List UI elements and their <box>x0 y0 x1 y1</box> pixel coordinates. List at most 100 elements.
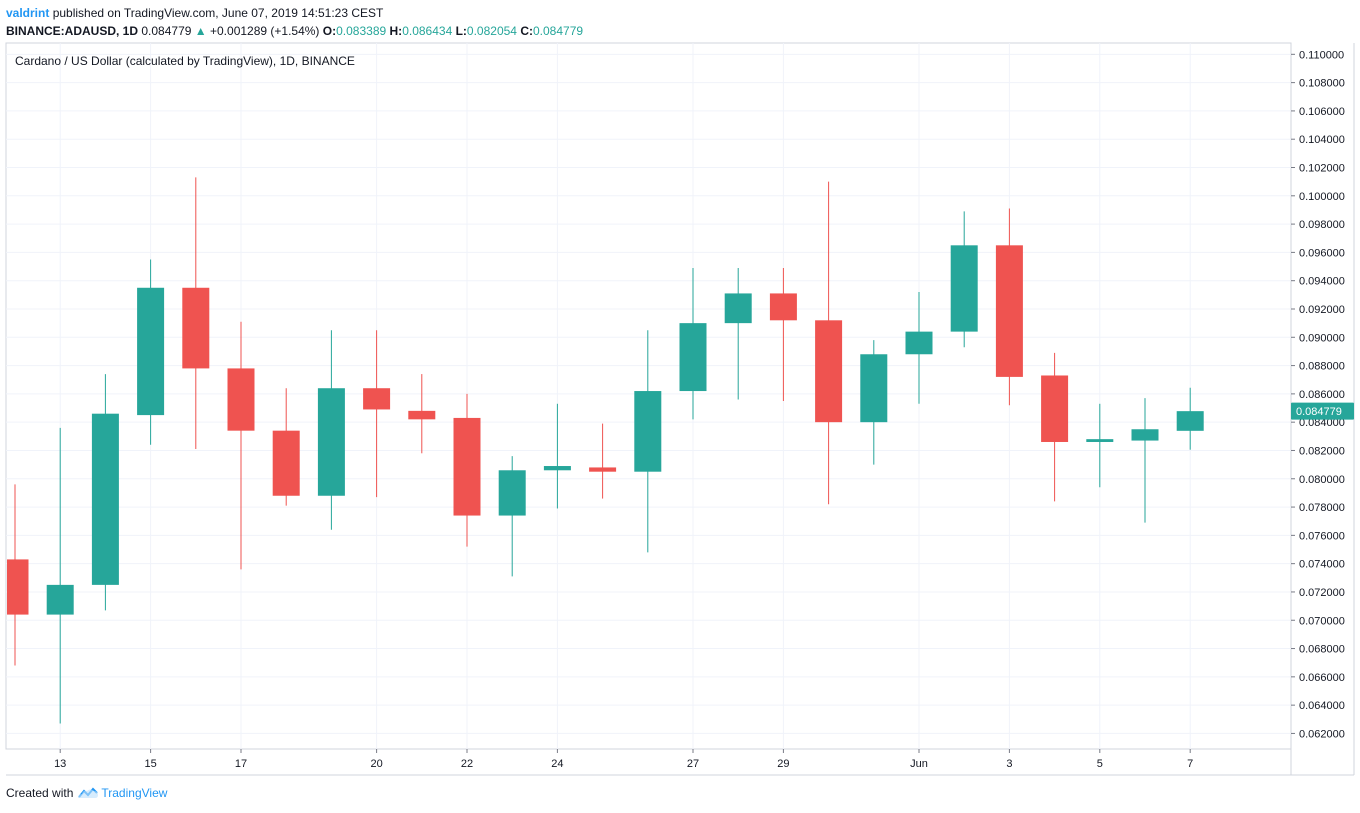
candle <box>363 330 391 498</box>
candle-body <box>1176 411 1204 431</box>
candle-body <box>1041 375 1069 442</box>
y-tick-label: 0.086000 <box>1299 389 1345 401</box>
change-value: +0.001289 (+1.54%) <box>210 24 320 38</box>
candle <box>1176 387 1204 450</box>
candle <box>1131 398 1159 523</box>
y-tick-label: 0.102000 <box>1299 163 1345 175</box>
symbol-line: BINANCE:ADAUSD, 1D 0.084779 ▲ +0.001289 … <box>6 22 583 40</box>
x-tick-label: 24 <box>551 758 563 770</box>
candle <box>408 374 436 454</box>
candle-body <box>363 388 391 410</box>
candle-body <box>498 470 526 516</box>
candle-body <box>7 559 29 615</box>
candle <box>815 181 843 505</box>
candle-body <box>317 388 345 496</box>
candle <box>182 177 210 450</box>
change-arrow-icon: ▲ <box>194 24 207 38</box>
candle <box>91 374 119 611</box>
y-tick-label: 0.080000 <box>1299 474 1345 486</box>
y-tick-label: 0.106000 <box>1299 106 1345 118</box>
candle <box>317 330 345 530</box>
candle-body <box>724 293 752 324</box>
x-tick-label: 7 <box>1187 758 1193 770</box>
candle-body <box>1086 439 1114 442</box>
candle-body <box>227 368 255 431</box>
high-value: 0.086434 <box>402 24 453 38</box>
candle-body <box>905 331 933 355</box>
candle <box>905 292 933 404</box>
last-price-label: 0.084779 <box>1291 402 1354 420</box>
candle <box>1041 352 1069 502</box>
publish-line: valdrint published on TradingView.com, J… <box>6 4 583 22</box>
candle <box>543 403 571 509</box>
candle <box>589 423 617 499</box>
candle-body <box>679 323 707 392</box>
last-value: 0.084779 <box>141 24 192 38</box>
candle <box>679 267 707 420</box>
candle-body <box>453 417 481 516</box>
candle <box>137 259 165 445</box>
x-tick-label: 17 <box>235 758 247 770</box>
x-tick-label: 13 <box>54 758 66 770</box>
chart-header: valdrint published on TradingView.com, J… <box>6 4 583 40</box>
open-value: 0.083389 <box>336 24 387 38</box>
tradingview-cloud-icon <box>78 787 99 798</box>
high-label: H: <box>389 24 403 38</box>
x-tick-label: 22 <box>461 758 473 770</box>
candle <box>995 208 1023 406</box>
y-tick-label: 0.094000 <box>1299 276 1345 288</box>
candle <box>769 267 797 401</box>
open-label: O: <box>322 24 337 38</box>
y-tick-label: 0.100000 <box>1299 191 1345 203</box>
x-tick-label: Jun <box>910 758 928 770</box>
candle <box>453 393 481 547</box>
time-axis[interactable]: 13 15 17 20 22 24 27 29 Jun 3 5 7 <box>6 749 1354 776</box>
candle <box>46 427 74 724</box>
y-tick-label: 0.092000 <box>1299 304 1345 316</box>
low-label: L: <box>455 24 467 38</box>
y-tick-label: 0.084000 <box>1299 417 1345 429</box>
candle-body <box>769 293 797 321</box>
x-tick-label: 5 <box>1097 758 1103 770</box>
candle-body <box>634 391 662 472</box>
close-label: C: <box>520 24 533 38</box>
close-value: 0.084779 <box>533 24 584 38</box>
candle-body <box>815 320 843 423</box>
candle-body <box>91 413 119 585</box>
candle <box>724 267 752 400</box>
y-tick-label: 0.108000 <box>1299 78 1345 90</box>
candle-body <box>589 467 617 472</box>
x-tick-label: 27 <box>687 758 699 770</box>
y-tick-label: 0.110000 <box>1299 49 1344 61</box>
chart-title: Cardano / US Dollar (calculated by Tradi… <box>15 54 355 68</box>
author-link[interactable]: valdrint <box>6 6 50 20</box>
y-tick-label: 0.062000 <box>1299 728 1345 740</box>
candle-body <box>272 430 300 496</box>
x-tick-label: 3 <box>1006 758 1012 770</box>
y-tick-label: 0.104000 <box>1299 134 1345 146</box>
candle-body <box>182 287 210 369</box>
y-tick-label: 0.072000 <box>1299 587 1345 599</box>
price-axis[interactable]: 0.110000 0.108000 0.106000 0.104000 0.102000… <box>1290 43 1355 775</box>
x-tick-label: 20 <box>370 758 382 770</box>
last-price-bg <box>1291 402 1354 420</box>
tradingview-link[interactable]: TradingView <box>101 786 168 800</box>
published-text: published on TradingView.com, June 07, 2… <box>52 6 384 20</box>
candle-body <box>46 584 74 615</box>
candle <box>634 330 662 553</box>
candle-body <box>408 410 436 420</box>
candles <box>7 177 1204 724</box>
candle-body <box>543 466 571 471</box>
y-tick-label: 0.066000 <box>1299 672 1345 684</box>
candle <box>227 321 255 570</box>
candle <box>498 456 526 577</box>
candle <box>7 484 29 666</box>
created-with-text: Created with <box>6 786 74 800</box>
y-tick-label: 0.068000 <box>1299 644 1345 656</box>
candle-body <box>1131 429 1159 441</box>
y-tick-label: 0.078000 <box>1299 502 1345 514</box>
y-tick-label: 0.064000 <box>1299 700 1345 712</box>
y-tick-label: 0.088000 <box>1299 361 1345 373</box>
footer: Created with TradingView <box>6 786 167 800</box>
